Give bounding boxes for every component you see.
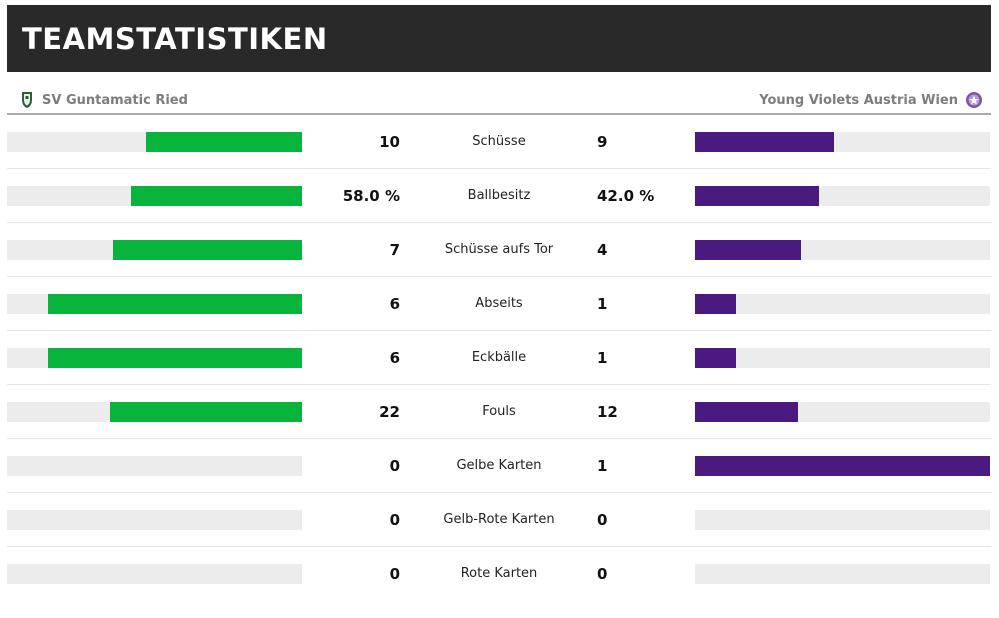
home-team-name: SV Guntamatic Ried bbox=[42, 92, 188, 108]
away-team-name: Young Violets Austria Wien bbox=[759, 92, 958, 108]
away-bar-fill bbox=[695, 132, 834, 152]
away-team: Young Violets Austria Wien bbox=[759, 86, 982, 114]
stat-row: 58.0 % Ballbesitz 42.0 % bbox=[7, 169, 991, 223]
stat-row: 10 Schüsse 9 bbox=[7, 115, 991, 169]
home-bar-track bbox=[7, 348, 302, 368]
away-bar-track bbox=[695, 186, 990, 206]
home-team: SV Guntamatic Ried bbox=[19, 86, 188, 114]
stat-row: 22 Fouls 12 bbox=[7, 385, 991, 439]
home-bar-track bbox=[7, 132, 302, 152]
stat-row: 0 Rote Karten 0 bbox=[7, 547, 991, 601]
home-stat-value: 0 bbox=[389, 511, 400, 529]
away-bar-track bbox=[695, 240, 990, 260]
home-bar-track bbox=[7, 186, 302, 206]
page-title: TEAMSTATISTIKEN bbox=[22, 22, 328, 56]
home-bar-track bbox=[7, 294, 302, 314]
teams-bar: SV Guntamatic Ried Young Violets Austria… bbox=[7, 86, 991, 115]
stat-row: 6 Abseits 1 bbox=[7, 277, 991, 331]
home-stat-value: 0 bbox=[389, 565, 400, 583]
stat-label: Abseits bbox=[475, 296, 523, 311]
away-stat-value: 1 bbox=[597, 349, 608, 367]
home-bar-track bbox=[7, 240, 302, 260]
home-stat-value: 10 bbox=[379, 133, 400, 151]
stat-row: 6 Eckbälle 1 bbox=[7, 331, 991, 385]
stat-label: Schüsse aufs Tor bbox=[444, 242, 554, 257]
stat-label: Eckbälle bbox=[471, 350, 527, 365]
away-bar-track bbox=[695, 564, 990, 584]
away-stat-value: 0 bbox=[597, 511, 608, 529]
home-stat-value: 6 bbox=[389, 295, 400, 313]
home-bar-track bbox=[7, 402, 302, 422]
away-bar-fill bbox=[695, 456, 990, 476]
home-stat-value: 58.0 % bbox=[342, 187, 400, 205]
stat-row: 0 Gelbe Karten 1 bbox=[7, 439, 991, 493]
away-stat-value: 42.0 % bbox=[597, 187, 655, 205]
home-stat-value: 22 bbox=[379, 403, 400, 421]
away-stat-value: 1 bbox=[597, 457, 608, 475]
stat-label: Gelb-Rote Karten bbox=[443, 512, 555, 527]
stat-label: Rote Karten bbox=[460, 566, 538, 581]
stat-row: 0 Gelb-Rote Karten 0 bbox=[7, 493, 991, 547]
away-bar-fill bbox=[695, 402, 798, 422]
stats-list: 10 Schüsse 9 58.0 % Ballbesitz 42.0 % 7 Schüsse… bbox=[7, 115, 991, 601]
home-bar-fill bbox=[146, 132, 302, 152]
away-bar-fill bbox=[695, 348, 736, 368]
home-bar-fill bbox=[113, 240, 302, 260]
home-bar-fill bbox=[48, 348, 302, 368]
home-bar-track bbox=[7, 510, 302, 530]
away-stat-value: 4 bbox=[597, 241, 608, 259]
stats-header: TEAMSTATISTIKEN bbox=[7, 5, 991, 72]
home-bar-fill bbox=[110, 402, 302, 422]
stat-row: 7 Schüsse aufs Tor 4 bbox=[7, 223, 991, 277]
stat-label: Ballbesitz bbox=[467, 188, 531, 203]
away-bar-fill bbox=[695, 186, 819, 206]
home-stat-value: 7 bbox=[389, 241, 400, 259]
away-stat-value: 1 bbox=[597, 295, 608, 313]
home-bar-track bbox=[7, 456, 302, 476]
away-bar-track bbox=[695, 510, 990, 530]
home-bar-fill bbox=[131, 186, 302, 206]
away-bar-fill bbox=[695, 294, 736, 314]
stat-label: Gelbe Karten bbox=[456, 458, 542, 473]
away-stat-value: 0 bbox=[597, 565, 608, 583]
austria-wien-crest-icon bbox=[965, 91, 982, 109]
away-bar-track bbox=[695, 402, 990, 422]
sv-ried-crest-icon bbox=[19, 91, 35, 109]
stat-label: Schüsse bbox=[472, 134, 526, 149]
away-bar-track bbox=[695, 456, 990, 476]
home-stat-value: 0 bbox=[389, 457, 400, 475]
away-bar-track bbox=[695, 348, 990, 368]
away-stat-value: 9 bbox=[597, 133, 608, 151]
stat-label: Fouls bbox=[482, 404, 516, 419]
home-stat-value: 6 bbox=[389, 349, 400, 367]
away-bar-fill bbox=[695, 240, 801, 260]
home-bar-track bbox=[7, 564, 302, 584]
home-bar-fill bbox=[48, 294, 302, 314]
away-stat-value: 12 bbox=[597, 403, 618, 421]
away-bar-track bbox=[695, 132, 990, 152]
away-bar-track bbox=[695, 294, 990, 314]
